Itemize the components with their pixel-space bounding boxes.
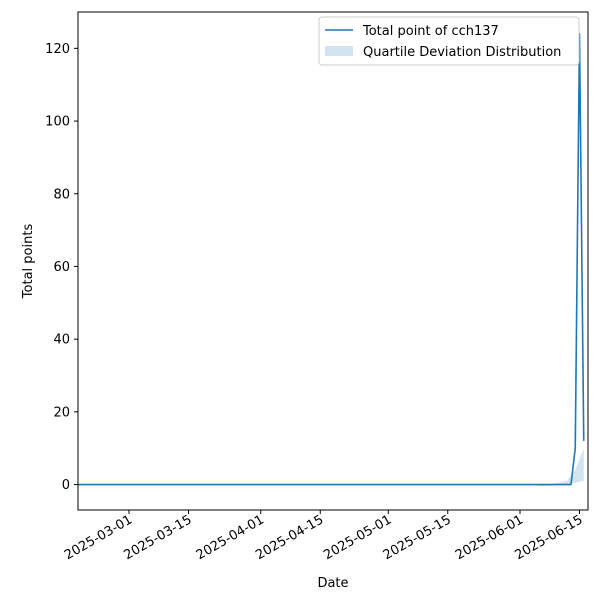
y-tick-label: 0	[62, 478, 70, 493]
y-tick-label: 60	[53, 260, 70, 275]
x-tick-label: 2025-04-15	[253, 512, 326, 563]
band-layer	[78, 448, 584, 487]
y-tick-label: 80	[53, 187, 70, 202]
plot-frame	[77, 11, 589, 511]
line-layer	[77, 33, 585, 486]
legend: Total point of cch137 Quartile Deviation…	[318, 16, 580, 66]
legend-label-total-point: Total point of cch137	[362, 24, 499, 39]
y-tick-label: 100	[45, 115, 70, 130]
y-tick-label: 120	[45, 42, 70, 57]
series-line-total-point	[78, 33, 585, 486]
x-axis-title: Date	[317, 576, 348, 591]
quartile-band-area	[78, 448, 584, 487]
y-axis-title: Total points	[21, 224, 36, 300]
legend-label-quartile-band: Quartile Deviation Distribution	[363, 45, 561, 60]
legend-band-swatch	[325, 46, 353, 56]
x-tick-label: 2025-06-15	[513, 512, 586, 563]
x-tick-label: 2025-03-15	[122, 512, 195, 563]
y-tick-label: 20	[53, 405, 70, 420]
legend-frame	[318, 16, 580, 66]
x-tick-label: 2025-05-15	[381, 512, 454, 563]
y-tick-label: 40	[53, 333, 70, 348]
axes-layer	[77, 11, 589, 511]
